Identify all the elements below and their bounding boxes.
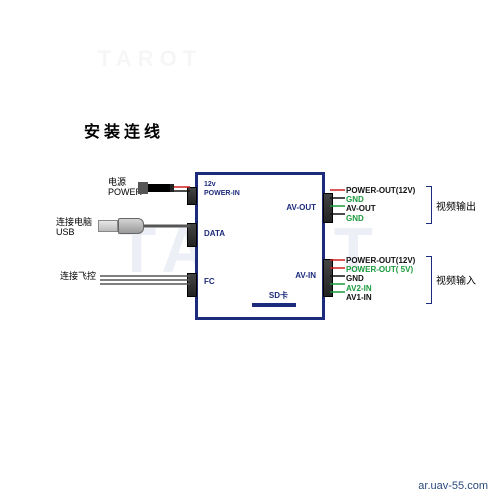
- bracket-av-in: [426, 256, 432, 304]
- usb-plug-icon: [98, 218, 144, 234]
- group-label-av-out: 视频输出: [436, 198, 476, 213]
- ext-label-power: 电源 POWER: [108, 178, 142, 198]
- pin-legend-av-out: POWER-OUT(12V)GNDAV-OUTGND: [346, 186, 415, 223]
- label-power-in: POWER-IN: [204, 190, 240, 197]
- sd-slot: [252, 303, 296, 307]
- ext-label-fc: 连接飞控: [60, 272, 96, 282]
- diagram-title: 安装连线: [84, 118, 164, 142]
- dc-jack-icon: [148, 184, 174, 192]
- label-data: DATA: [204, 229, 225, 238]
- bracket-av-out: [426, 186, 432, 224]
- label-sd: SD卡: [269, 290, 288, 301]
- port-data: [187, 223, 197, 247]
- port-av-in: [323, 259, 333, 297]
- port-power-in: [187, 187, 197, 205]
- diagram-canvas: TAROT TAROT 安装连线 12v POWER-IN DATA FC AV…: [0, 0, 500, 500]
- port-av-out: [323, 193, 333, 223]
- label-fc: FC: [204, 277, 215, 286]
- group-label-av-in: 视频输入: [436, 272, 476, 287]
- osd-module-box: 12v POWER-IN DATA FC AV-OUT AV-IN SD卡: [195, 172, 325, 320]
- label-12v: 12v: [204, 181, 216, 188]
- label-av-in: AV-IN: [295, 271, 316, 280]
- source-url: ar.uav-55.com: [418, 480, 488, 492]
- brand-faded: TAROT: [98, 46, 202, 72]
- label-av-out: AV-OUT: [286, 203, 316, 212]
- ext-label-usb: 连接电脑 USB: [56, 218, 92, 238]
- pin-legend-av-in: POWER-OUT(12V)POWER-OUT( 5V)GNDAV2-INAV1…: [346, 256, 415, 302]
- port-fc: [187, 273, 197, 297]
